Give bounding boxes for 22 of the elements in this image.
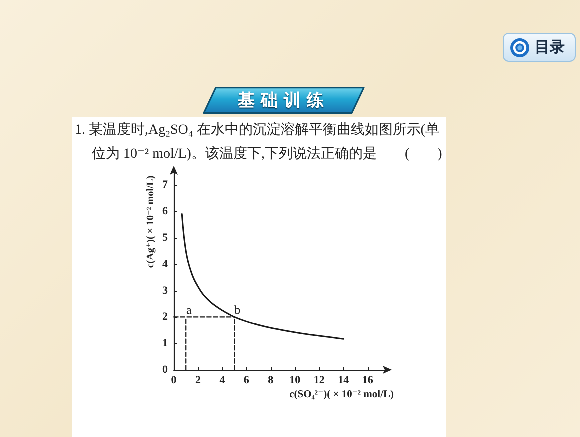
x-axis-title: c(SO₄²⁻)( × 10⁻² mol/L) bbox=[290, 390, 395, 400]
chart-subtitle: 1. 某温度时,Ag₂SO₄ 在水中的沉淀溶解平衡曲线如图所示(单位为 10⁻² mol/L)。该温度下,下列说法正确的是 ( ) bbox=[75, 121, 444, 164]
y-tick-label: 1 bbox=[162, 338, 168, 350]
x-tick-label: 4 bbox=[220, 374, 226, 386]
y-tick-label: 6 bbox=[162, 206, 168, 218]
x-tick-label: 16 bbox=[362, 374, 374, 386]
y-tick-label: 4 bbox=[162, 258, 168, 270]
x-tick-label: 2 bbox=[195, 374, 202, 386]
y-tick-label: 2 bbox=[162, 311, 168, 324]
x-tick-label: 10 bbox=[290, 374, 302, 386]
annotation: a bbox=[186, 303, 192, 318]
x-tick-label: 0 bbox=[171, 374, 178, 386]
x-tick-label: 12 bbox=[314, 374, 326, 386]
y-axis-title: c(Ag⁺)( × 10⁻² mol/L) bbox=[146, 176, 156, 268]
y-tick-label: 5 bbox=[162, 232, 168, 244]
x-tick-label: 8 bbox=[268, 374, 274, 386]
y-tick-label: 3 bbox=[162, 284, 168, 297]
x-tick-label: 6 bbox=[244, 374, 250, 386]
x-tick-label: 14 bbox=[338, 374, 350, 386]
y-tick-label: 7 bbox=[162, 179, 168, 192]
annotation: b bbox=[234, 303, 241, 318]
y-tick-label: 0 bbox=[162, 364, 168, 376]
